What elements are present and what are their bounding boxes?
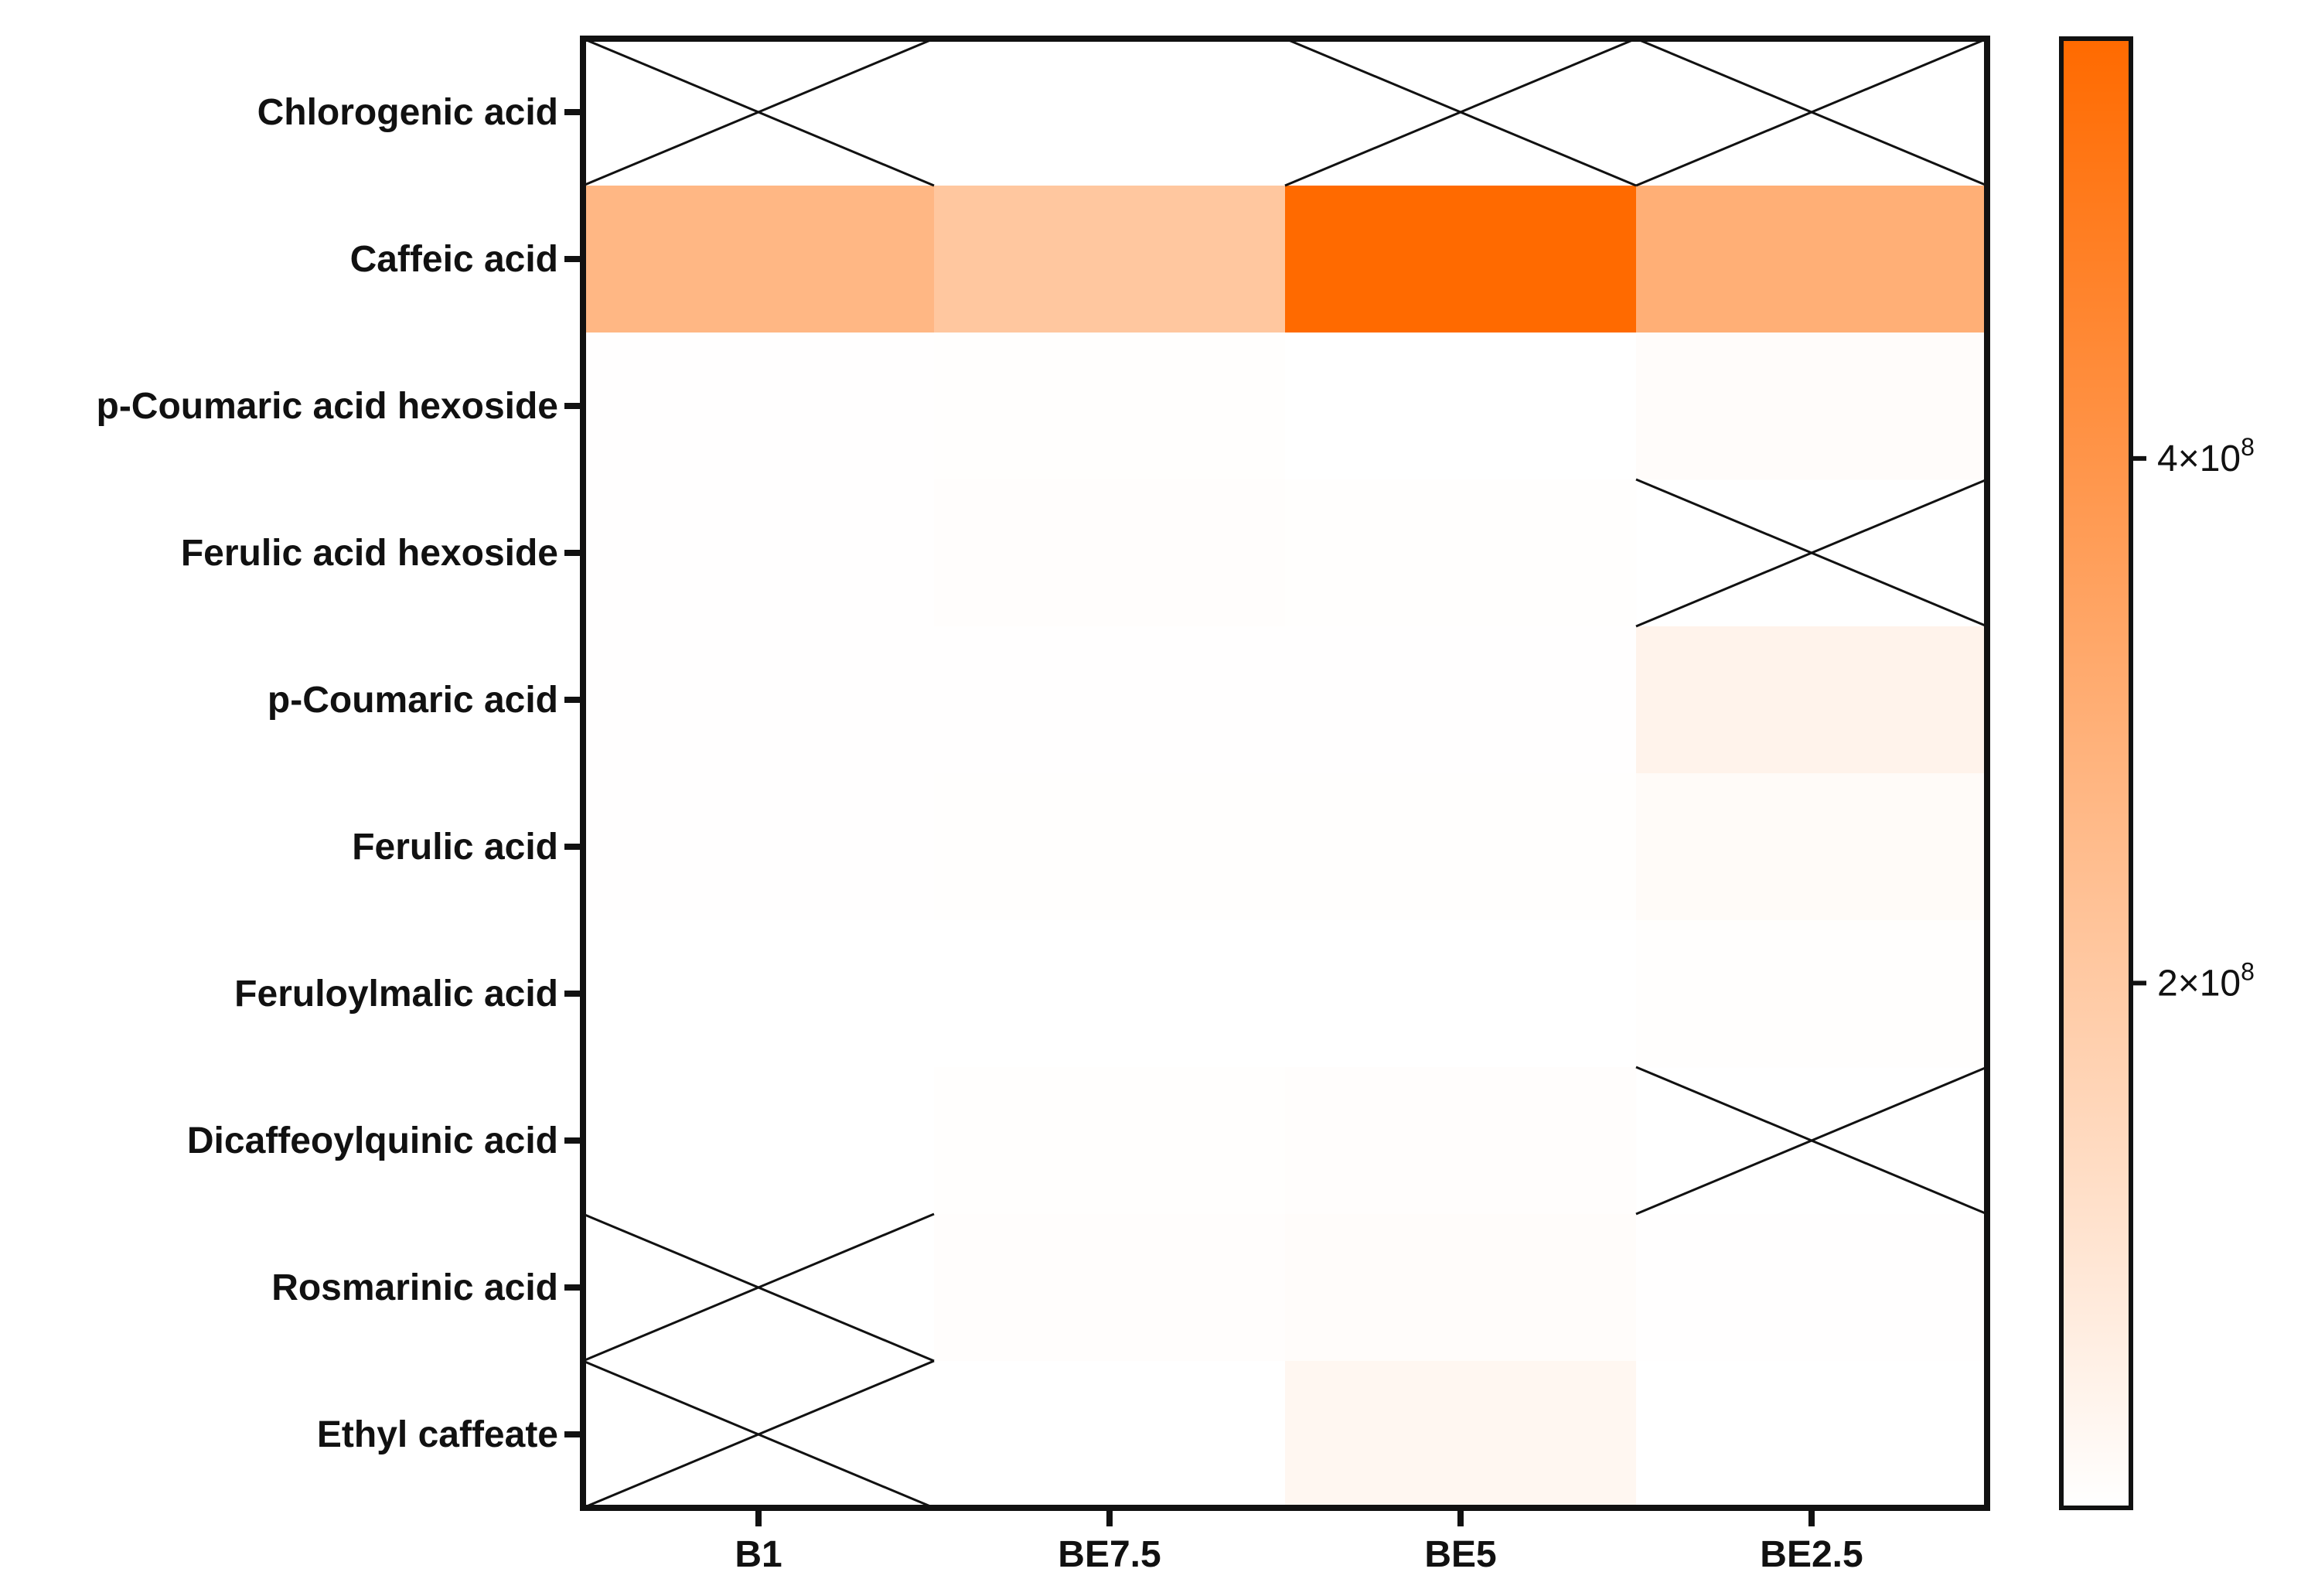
heatmap-cell-ethyl-caffeate-be2-5 bbox=[1636, 1361, 1988, 1509]
heatmap-cell-p-coumaric-acid-hexoside-be2-5 bbox=[1636, 332, 1988, 480]
missing-cell-cross bbox=[582, 1359, 935, 1509]
heatmap-cell-p-coumaric-acid-hexoside-b1 bbox=[583, 332, 935, 480]
heatmap-cell-feruloylmalic-acid-be7-5 bbox=[934, 920, 1286, 1068]
heatmap-cell-ethyl-caffeate-be7-5 bbox=[934, 1361, 1286, 1509]
missing-cell-cross bbox=[1635, 37, 1988, 187]
missing-cell-cross bbox=[1635, 1066, 1988, 1216]
heatmap-cell-rosmarinic-acid-be2-5 bbox=[1636, 1214, 1988, 1362]
cross-line bbox=[1635, 478, 1988, 628]
heatmap-cell-caffeic-acid-be5 bbox=[1285, 186, 1637, 333]
cross-line bbox=[1635, 1066, 1988, 1216]
colorbar-tick-exponent: 8 bbox=[2241, 433, 2255, 461]
cross-line bbox=[582, 1359, 935, 1509]
colorbar-ticks: 2×108 4×108 bbox=[2131, 433, 2255, 1004]
row-label-ethyl-caffeate: Ethyl caffeate bbox=[317, 1414, 558, 1455]
heatmap-cell-p-coumaric-acid-hexoside-be5 bbox=[1285, 332, 1637, 480]
missing-cell-cross bbox=[582, 1212, 935, 1362]
heatmap-cell-feruloylmalic-acid-be2-5 bbox=[1636, 920, 1988, 1068]
row-label-dicaffeoylquinic-acid: Dicaffeoylquinic acid bbox=[187, 1120, 558, 1161]
heatmap-cell-ferulic-acid-be5 bbox=[1285, 773, 1637, 921]
row-label-p-coumaric-acid-hexoside: p-Coumaric acid hexoside bbox=[97, 386, 559, 427]
heatmap-cell-ferulic-acid-hexoside-b1 bbox=[583, 479, 935, 627]
row-label-chlorogenic-acid: Chlorogenic acid bbox=[257, 92, 558, 133]
missing-cell-cross bbox=[582, 37, 935, 187]
heatmap-cell-p-coumaric-acid-be2-5 bbox=[1636, 626, 1988, 774]
heatmap-cell-dicaffeoylquinic-acid-be7-5 bbox=[934, 1067, 1286, 1215]
missing-cell-cross bbox=[1284, 37, 1637, 187]
heatmap-cell-ferulic-acid-b1 bbox=[583, 773, 935, 921]
heatmap-cell-dicaffeoylquinic-acid-be5 bbox=[1285, 1067, 1637, 1215]
column-label-be2-5: BE2.5 bbox=[1760, 1534, 1863, 1575]
heatmap-cell-rosmarinic-acid-be5 bbox=[1285, 1214, 1637, 1362]
heatmap-cell-rosmarinic-acid-be7-5 bbox=[934, 1214, 1286, 1362]
heatmap-cell-ferulic-acid-be2-5 bbox=[1636, 773, 1988, 921]
cross-line bbox=[1635, 37, 1988, 187]
cross-line bbox=[582, 1212, 935, 1362]
heatmap-cell-ferulic-acid-hexoside-be5 bbox=[1285, 479, 1637, 627]
heatmap-cell-ferulic-acid-hexoside-be7-5 bbox=[934, 479, 1286, 627]
colorbar-gradient bbox=[2059, 36, 2133, 1510]
column-label-b1: B1 bbox=[735, 1534, 782, 1575]
colorbar-tick-label: 4×108 bbox=[2157, 433, 2255, 479]
heatmap-cell-chlorogenic-acid-be7-5 bbox=[934, 39, 1286, 186]
colorbar-tick-label: 2×108 bbox=[2157, 957, 2255, 1004]
heatmap-cell-p-coumaric-acid-b1 bbox=[583, 626, 935, 774]
colorbar-tick-exponent: 8 bbox=[2241, 957, 2255, 985]
row-axis: Chlorogenic acid Caffeic acid p-Coumaric a… bbox=[97, 92, 583, 1455]
heatmap-cell-dicaffeoylquinic-acid-b1 bbox=[583, 1067, 935, 1215]
heatmap-cell-feruloylmalic-acid-b1 bbox=[583, 920, 935, 1068]
column-axis: B1 BE7.5 BE5 BE2.5 bbox=[735, 1508, 1863, 1575]
missing-value-markers bbox=[582, 37, 1988, 1509]
row-label-p-coumaric-acid: p-Coumaric acid bbox=[268, 680, 558, 721]
plot-frame bbox=[580, 36, 1990, 1511]
heatmap-cell-p-coumaric-acid-be5 bbox=[1285, 626, 1637, 774]
heatmap-cell-caffeic-acid-be2-5 bbox=[1636, 186, 1988, 333]
row-label-caffeic-acid: Caffeic acid bbox=[350, 239, 558, 280]
row-label-feruloylmalic-acid: Feruloylmalic acid bbox=[234, 974, 558, 1015]
cross-line bbox=[1284, 37, 1637, 187]
heatmap-cell-caffeic-acid-be7-5 bbox=[934, 186, 1286, 333]
heatmap-cell-p-coumaric-acid-be7-5 bbox=[934, 626, 1286, 774]
heatmap-cell-p-coumaric-acid-hexoside-be7-5 bbox=[934, 332, 1286, 480]
column-label-be5: BE5 bbox=[1424, 1534, 1496, 1575]
row-label-ferulic-acid-hexoside: Ferulic acid hexoside bbox=[181, 533, 558, 574]
heatmap-cell-ferulic-acid-be7-5 bbox=[934, 773, 1286, 921]
colorbar: 2×108 4×108 bbox=[2059, 36, 2255, 1510]
heatmap-cell-ethyl-caffeate-be5 bbox=[1285, 1361, 1637, 1509]
row-label-ferulic-acid: Ferulic acid bbox=[352, 827, 558, 868]
column-label-be7-5: BE7.5 bbox=[1058, 1534, 1161, 1575]
row-label-rosmarinic-acid: Rosmarinic acid bbox=[271, 1267, 558, 1308]
missing-cell-cross bbox=[1635, 478, 1988, 628]
cross-line bbox=[582, 37, 935, 187]
heatmap-cell-feruloylmalic-acid-be5 bbox=[1285, 920, 1637, 1068]
heatmap-cells bbox=[583, 39, 1988, 1509]
heatmap-cell-caffeic-acid-b1 bbox=[583, 186, 935, 333]
